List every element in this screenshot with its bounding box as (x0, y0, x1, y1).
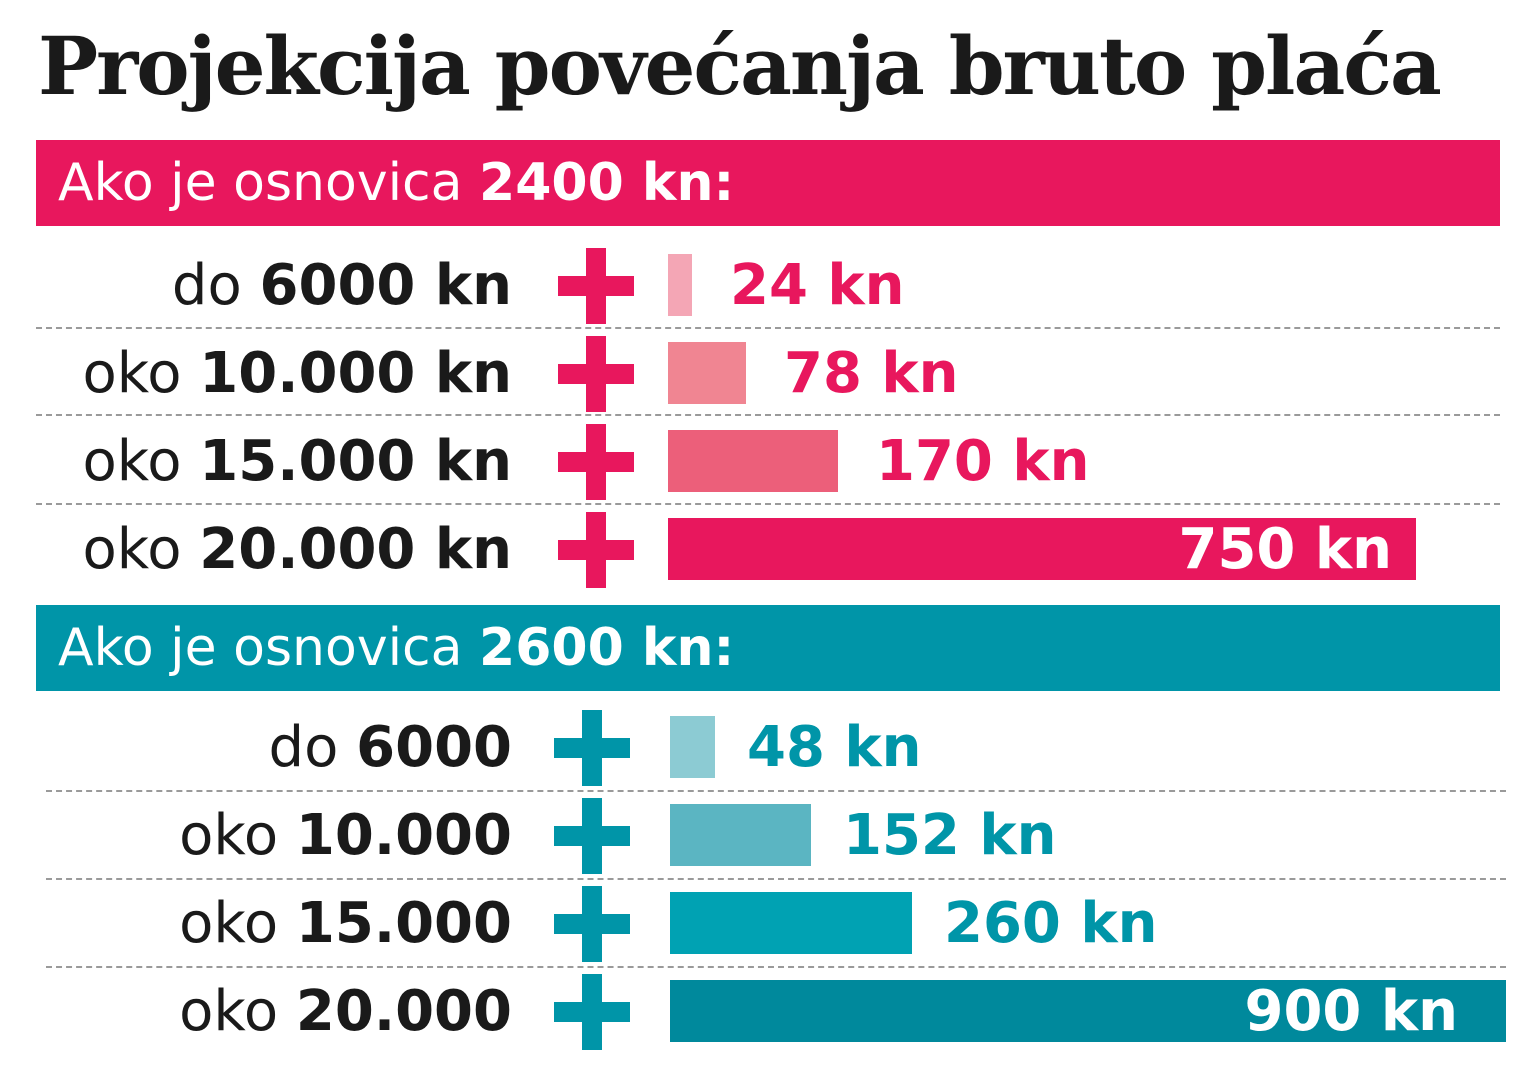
category-label-amount: 6000 kn (259, 253, 512, 318)
category-label: do 6000 kn (172, 242, 512, 330)
group-header-prefix: Ako je osnovica (58, 153, 480, 213)
value-label: 750 kn (1178, 517, 1393, 582)
plus-icon-vertical (582, 798, 602, 874)
category-label: oko 10.000 kn (83, 330, 512, 418)
bar-row: do 6000 kn 24 kn (0, 242, 1540, 330)
value-label: 900 kn (1244, 979, 1459, 1044)
plus-icon-vertical (582, 886, 602, 962)
plus-icon (554, 798, 630, 874)
plus-icon (554, 974, 630, 1050)
category-label-amount: 15.000 kn (199, 429, 512, 494)
bar (668, 342, 746, 404)
bar-row: oko 15.000 kn 170 kn (0, 418, 1540, 506)
bar-row: oko 20.000 kn 750 kn (0, 506, 1540, 594)
plus-icon (554, 886, 630, 962)
category-label: oko 20.000 (179, 968, 512, 1056)
value-label: 260 kn (944, 891, 1158, 956)
plus-icon (558, 248, 634, 324)
category-label-amount: 10.000 (295, 803, 512, 868)
category-label: oko 10.000 (179, 792, 512, 880)
category-label-prefix: do (171, 253, 260, 318)
category-label-prefix: oko (179, 891, 296, 956)
plus-icon-vertical (586, 336, 606, 412)
category-label: oko 15.000 kn (83, 418, 512, 506)
group-header-2: Ako je osnovica 2600 kn: (36, 605, 1500, 691)
bar (668, 518, 1416, 580)
bar-row: oko 15.000 260 kn (0, 880, 1540, 968)
value-label: 78 kn (784, 341, 959, 406)
plus-icon (558, 424, 634, 500)
value-label: 24 kn (730, 253, 905, 318)
value-label: 170 kn (876, 429, 1090, 494)
category-label-prefix: oko (82, 341, 200, 406)
bar (670, 892, 912, 954)
category-label: do 6000 (269, 704, 512, 792)
row-separator (46, 878, 1506, 880)
bar (668, 430, 838, 492)
bar-row: oko 10.000 152 kn (0, 792, 1540, 880)
bar (670, 804, 811, 866)
group-header-base: 2600 kn: (479, 618, 735, 678)
plus-icon-vertical (582, 974, 602, 1050)
category-label-amount: 6000 (356, 715, 512, 780)
category-label-amount: 10.000 kn (199, 341, 512, 406)
plus-icon (558, 512, 634, 588)
plus-icon-vertical (586, 424, 606, 500)
plus-icon-vertical (586, 512, 606, 588)
category-label-prefix: oko (179, 979, 296, 1044)
plus-icon-vertical (582, 710, 602, 786)
row-separator (46, 790, 1506, 792)
bar (668, 254, 692, 316)
category-label: oko 15.000 (179, 880, 512, 968)
category-label-prefix: oko (82, 517, 200, 582)
chart-title: Projekcija povećanja bruto plaća (38, 19, 1442, 113)
plus-icon (554, 710, 630, 786)
row-separator (36, 503, 1500, 505)
row-separator (36, 327, 1500, 329)
bar (670, 980, 1506, 1042)
category-label-prefix: oko (82, 429, 200, 494)
group-header-prefix: Ako je osnovica (58, 618, 480, 678)
bar-row: do 6000 48 kn (0, 704, 1540, 792)
group-header-base: 2400 kn: (479, 153, 735, 213)
category-label-amount: 20.000 (295, 979, 512, 1044)
row-separator (36, 414, 1500, 416)
category-label-prefix: do (268, 715, 357, 780)
category-label-prefix: oko (179, 803, 296, 868)
bar-row: oko 10.000 kn 78 kn (0, 330, 1540, 418)
value-label: 152 kn (843, 803, 1057, 868)
category-label: oko 20.000 kn (83, 506, 512, 594)
bar-row: oko 20.000 900 kn (0, 968, 1540, 1056)
value-label: 48 kn (747, 715, 922, 780)
row-separator (46, 966, 1506, 968)
group-header-1: Ako je osnovica 2400 kn: (36, 140, 1500, 226)
plus-icon-vertical (586, 248, 606, 324)
bar (670, 716, 715, 778)
category-label-amount: 15.000 (295, 891, 512, 956)
plus-icon (558, 336, 634, 412)
category-label-amount: 20.000 kn (199, 517, 512, 582)
